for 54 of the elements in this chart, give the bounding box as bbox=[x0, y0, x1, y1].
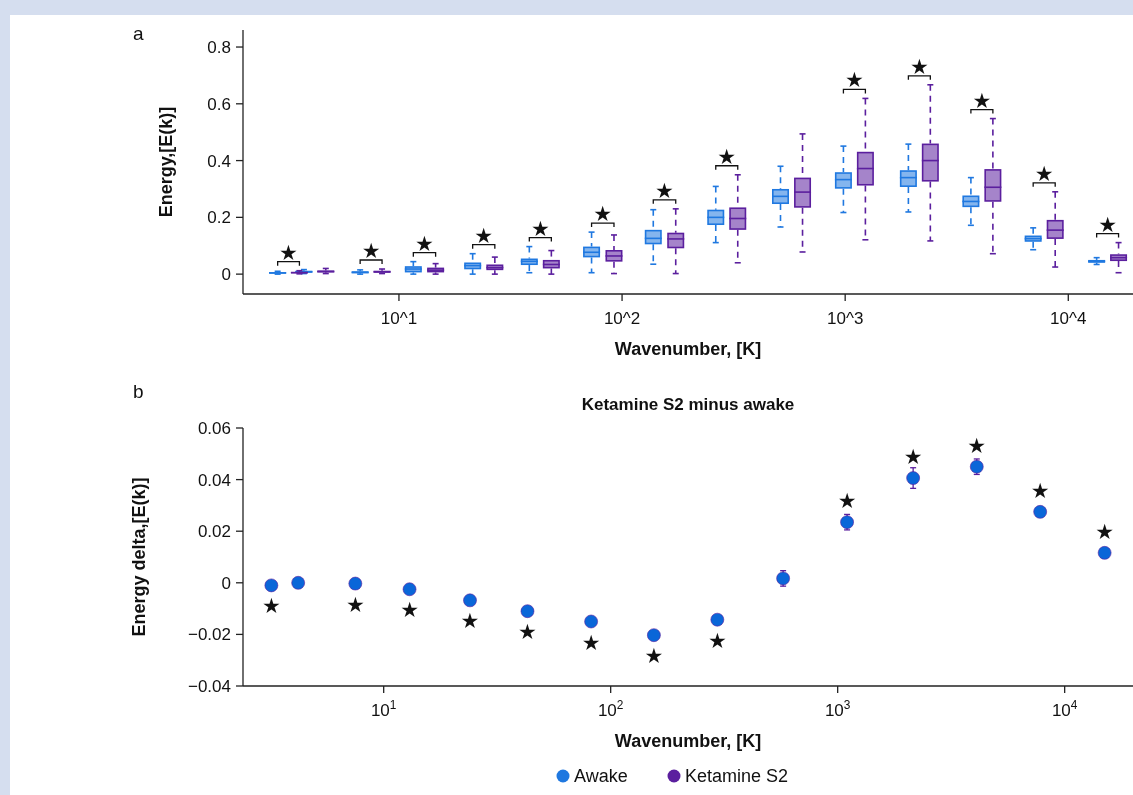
annotation: ★ bbox=[717, 144, 737, 169]
x-tick-label: 10^1 bbox=[380, 309, 418, 328]
y-tick-label: 0.06 bbox=[197, 419, 231, 438]
text: b bbox=[133, 381, 144, 402]
annotation: ★ bbox=[1034, 161, 1054, 186]
y-tick-label: −0.04 bbox=[187, 677, 231, 696]
y-tick-label: 0.02 bbox=[197, 522, 231, 542]
x-tick-label: 10$^{2}$ bbox=[597, 698, 624, 720]
annotation: ★ bbox=[460, 609, 480, 634]
annotation: ★ bbox=[903, 445, 923, 470]
annotation: ★ bbox=[707, 628, 727, 653]
annotation: ★ bbox=[415, 231, 434, 256]
chart-title: Ketamine S2 minus awake bbox=[581, 395, 795, 414]
x-tick-label: 10$^{3}$ bbox=[824, 698, 851, 720]
annotation: ★ bbox=[644, 644, 664, 669]
y-tick-label: 0.4 bbox=[207, 151, 231, 171]
y-tick-label: 0 bbox=[221, 265, 231, 285]
x-tick-label: 10^2 bbox=[603, 309, 641, 328]
x-axis-title: Wavenumber, [K] bbox=[614, 339, 762, 359]
annotation: ★ bbox=[530, 216, 550, 241]
annotation: ★ bbox=[593, 202, 613, 227]
annotation: ★ bbox=[655, 178, 674, 203]
legend-label: Awake bbox=[574, 766, 628, 786]
x-tick-label: 10$^{4}$ bbox=[1051, 698, 1078, 720]
x-tick-label: 10$^{1}$ bbox=[370, 698, 397, 720]
y-tick-label: 0.8 bbox=[207, 38, 231, 58]
text: a bbox=[133, 23, 144, 44]
y-tick-label: 0.2 bbox=[207, 208, 231, 228]
annotation: ★ bbox=[474, 223, 494, 248]
x-tick-label: 10^3 bbox=[827, 309, 864, 328]
annotation: ★ bbox=[279, 240, 298, 265]
annotation: ★ bbox=[967, 433, 987, 458]
legend-label: Ketamine S2 bbox=[685, 766, 789, 786]
annotation: ★ bbox=[844, 68, 864, 93]
x-tick-label: 10^4 bbox=[1050, 309, 1087, 328]
annotation: ★ bbox=[1030, 478, 1050, 503]
y-tick-label: 0.6 bbox=[207, 94, 231, 114]
annotation: ★ bbox=[361, 239, 381, 264]
annotation: ★ bbox=[909, 54, 929, 79]
annotation: ★ bbox=[1095, 519, 1115, 544]
annotation: ★ bbox=[972, 88, 992, 113]
x-axis-title: Wavenumber, [K] bbox=[614, 731, 762, 751]
y-tick-label: −0.02 bbox=[187, 625, 231, 645]
y-axis-title: Energy delta,[E(k)] bbox=[129, 477, 149, 637]
annotation: ★ bbox=[837, 489, 857, 514]
y-axis-title: Energy,[E(k)] bbox=[156, 106, 176, 218]
y-tick-label: 0.04 bbox=[197, 470, 231, 490]
annotation: ★ bbox=[345, 592, 365, 617]
annotation: ★ bbox=[581, 630, 601, 655]
annotation: ★ bbox=[518, 620, 537, 645]
annotation: ★ bbox=[1098, 212, 1118, 237]
annotation: ★ bbox=[400, 598, 419, 623]
y-tick-label: 0 bbox=[221, 573, 231, 593]
annotation: ★ bbox=[261, 594, 281, 619]
